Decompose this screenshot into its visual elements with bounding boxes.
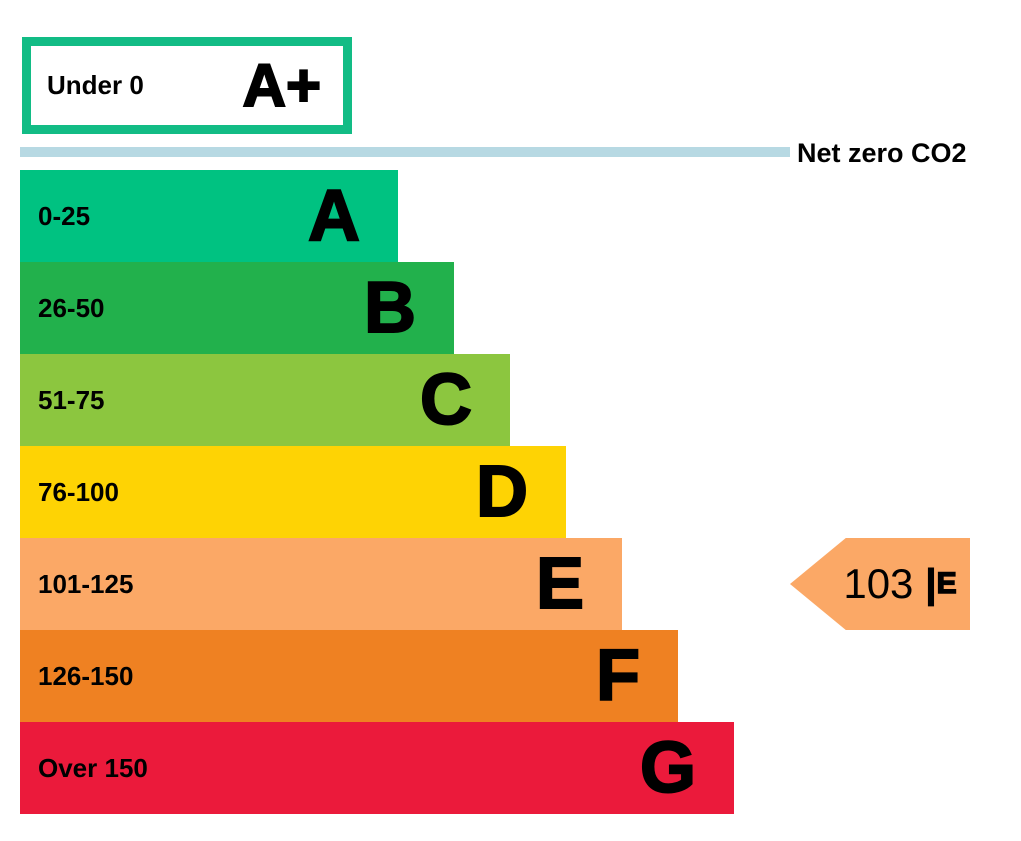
band-letter: G <box>639 728 697 808</box>
band-row-c: 51-75 C <box>20 354 510 446</box>
band-range-label: 51-75 <box>38 384 105 415</box>
current-rating-letter: E <box>936 566 958 601</box>
band-letter: D <box>475 452 529 532</box>
band-a-plus: Under 0 A+ <box>22 37 352 134</box>
band-row-g: Over 150 G <box>20 722 734 814</box>
rating-bands: 0-25 A 26-50 B 51-75 C 76-100 D 101-125 … <box>20 170 734 814</box>
current-rating-pipe: | <box>925 561 937 606</box>
band-letter: E <box>535 544 585 624</box>
band-letter: C <box>419 360 473 440</box>
band-row-d: 76-100 D <box>20 446 566 538</box>
band-letter: A <box>307 176 361 256</box>
band-row-e: 101-125 E <box>20 538 622 630</box>
band-letter-a-plus: A+ <box>242 51 322 119</box>
band-row-a: 0-25 A <box>20 170 398 262</box>
current-rating-indicator: 103 | E <box>790 538 970 630</box>
band-range-label: 126-150 <box>38 660 134 691</box>
band-range-label: 101-125 <box>38 568 134 599</box>
band-row-b: 26-50 B <box>20 262 454 354</box>
band-range-label: Under 0 <box>47 70 144 100</box>
band-range-label: 0-25 <box>38 200 91 231</box>
band-letter: B <box>363 268 417 348</box>
band-range-label: Over 150 <box>38 752 148 783</box>
band-range-label: 26-50 <box>38 292 105 323</box>
current-rating-value: 103 <box>843 560 914 607</box>
net-zero-label: Net zero CO2 <box>797 138 967 168</box>
net-zero-line <box>20 147 790 157</box>
band-letter: F <box>595 636 641 716</box>
band-range-label: 76-100 <box>38 476 119 507</box>
band-row-f: 126-150 F <box>20 630 678 722</box>
